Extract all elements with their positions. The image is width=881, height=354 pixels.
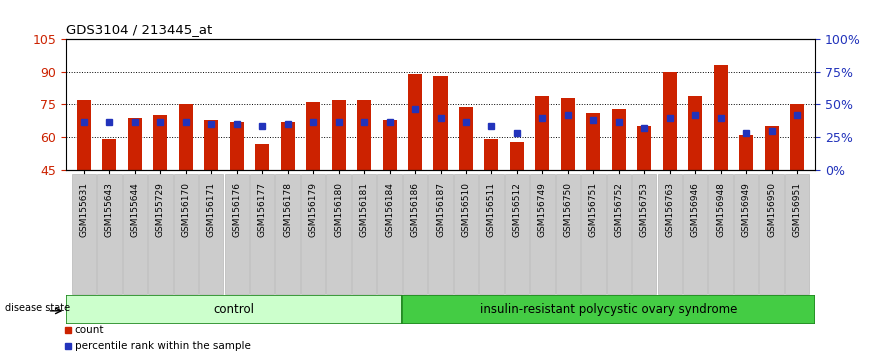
Bar xyxy=(561,98,575,170)
Bar xyxy=(428,174,453,294)
Bar xyxy=(759,174,784,294)
Bar xyxy=(663,72,677,170)
Bar xyxy=(714,65,728,170)
Bar xyxy=(611,109,626,170)
Bar xyxy=(683,174,707,294)
Text: GSM156170: GSM156170 xyxy=(181,182,190,237)
Bar xyxy=(530,174,555,294)
Bar xyxy=(281,122,294,170)
Bar xyxy=(632,174,656,294)
Bar xyxy=(479,174,504,294)
Text: control: control xyxy=(213,303,255,316)
Text: GSM155643: GSM155643 xyxy=(105,182,114,237)
Text: GSM156752: GSM156752 xyxy=(614,182,623,237)
Bar xyxy=(128,118,142,170)
Text: GSM156946: GSM156946 xyxy=(691,182,700,237)
Bar xyxy=(433,76,448,170)
Text: GSM156751: GSM156751 xyxy=(589,182,598,237)
Text: GSM155644: GSM155644 xyxy=(130,182,139,237)
Bar xyxy=(326,174,351,294)
Bar xyxy=(97,174,122,294)
Bar xyxy=(377,174,402,294)
Text: GSM156763: GSM156763 xyxy=(665,182,674,237)
Bar xyxy=(357,100,371,170)
Bar xyxy=(708,174,733,294)
Text: GSM156510: GSM156510 xyxy=(462,182,470,237)
Bar xyxy=(536,96,550,170)
Bar xyxy=(581,174,605,294)
Text: GSM156187: GSM156187 xyxy=(436,182,445,237)
Bar xyxy=(352,174,376,294)
Bar xyxy=(255,144,270,170)
Bar xyxy=(276,174,300,294)
Bar xyxy=(382,120,396,170)
Text: count: count xyxy=(75,325,104,335)
Text: GSM156171: GSM156171 xyxy=(207,182,216,237)
Bar xyxy=(71,174,96,294)
Text: GSM156179: GSM156179 xyxy=(308,182,318,237)
Text: GSM156176: GSM156176 xyxy=(233,182,241,237)
Bar xyxy=(607,174,631,294)
Bar xyxy=(301,174,325,294)
Bar xyxy=(102,139,116,170)
Text: insulin-resistant polycystic ovary syndrome: insulin-resistant polycystic ovary syndr… xyxy=(479,303,737,316)
Bar xyxy=(306,102,320,170)
Bar xyxy=(734,174,759,294)
Bar xyxy=(204,120,218,170)
Text: GSM156511: GSM156511 xyxy=(487,182,496,237)
Text: GSM156184: GSM156184 xyxy=(385,182,394,237)
Bar xyxy=(225,174,249,294)
Text: GSM156181: GSM156181 xyxy=(359,182,368,237)
Text: GSM156186: GSM156186 xyxy=(411,182,419,237)
Bar xyxy=(199,174,224,294)
Bar xyxy=(250,174,274,294)
Text: percentile rank within the sample: percentile rank within the sample xyxy=(75,341,251,351)
Bar xyxy=(148,174,173,294)
Bar xyxy=(637,126,651,170)
Bar xyxy=(174,174,198,294)
Text: disease state: disease state xyxy=(5,303,70,313)
Text: GSM156753: GSM156753 xyxy=(640,182,648,237)
Text: GSM156951: GSM156951 xyxy=(793,182,802,237)
Bar xyxy=(505,174,529,294)
Bar xyxy=(122,174,147,294)
Text: GSM156178: GSM156178 xyxy=(283,182,292,237)
Text: GSM156512: GSM156512 xyxy=(513,182,522,237)
Bar xyxy=(739,135,753,170)
Bar xyxy=(153,115,167,170)
Text: GSM156750: GSM156750 xyxy=(563,182,573,237)
Text: GSM156177: GSM156177 xyxy=(258,182,267,237)
Bar xyxy=(402,295,815,324)
Text: GSM156948: GSM156948 xyxy=(716,182,725,237)
Bar xyxy=(765,126,779,170)
Bar xyxy=(587,113,600,170)
Bar xyxy=(230,122,244,170)
Bar xyxy=(790,104,804,170)
Bar xyxy=(408,74,422,170)
Text: GDS3104 / 213445_at: GDS3104 / 213445_at xyxy=(66,23,212,36)
Bar xyxy=(66,295,402,324)
Bar xyxy=(77,100,91,170)
Text: GSM155631: GSM155631 xyxy=(79,182,88,237)
Bar xyxy=(485,139,499,170)
Text: GSM156950: GSM156950 xyxy=(767,182,776,237)
Bar xyxy=(785,174,810,294)
Text: GSM156180: GSM156180 xyxy=(334,182,343,237)
Text: GSM156749: GSM156749 xyxy=(538,182,547,237)
Bar xyxy=(510,142,524,170)
Bar xyxy=(688,96,702,170)
Bar xyxy=(454,174,478,294)
Bar xyxy=(459,107,473,170)
Bar xyxy=(657,174,682,294)
Bar xyxy=(403,174,427,294)
Text: GSM156949: GSM156949 xyxy=(742,182,751,237)
Text: GSM155729: GSM155729 xyxy=(156,182,165,237)
Bar xyxy=(179,104,193,170)
Bar xyxy=(331,100,345,170)
Bar xyxy=(556,174,580,294)
